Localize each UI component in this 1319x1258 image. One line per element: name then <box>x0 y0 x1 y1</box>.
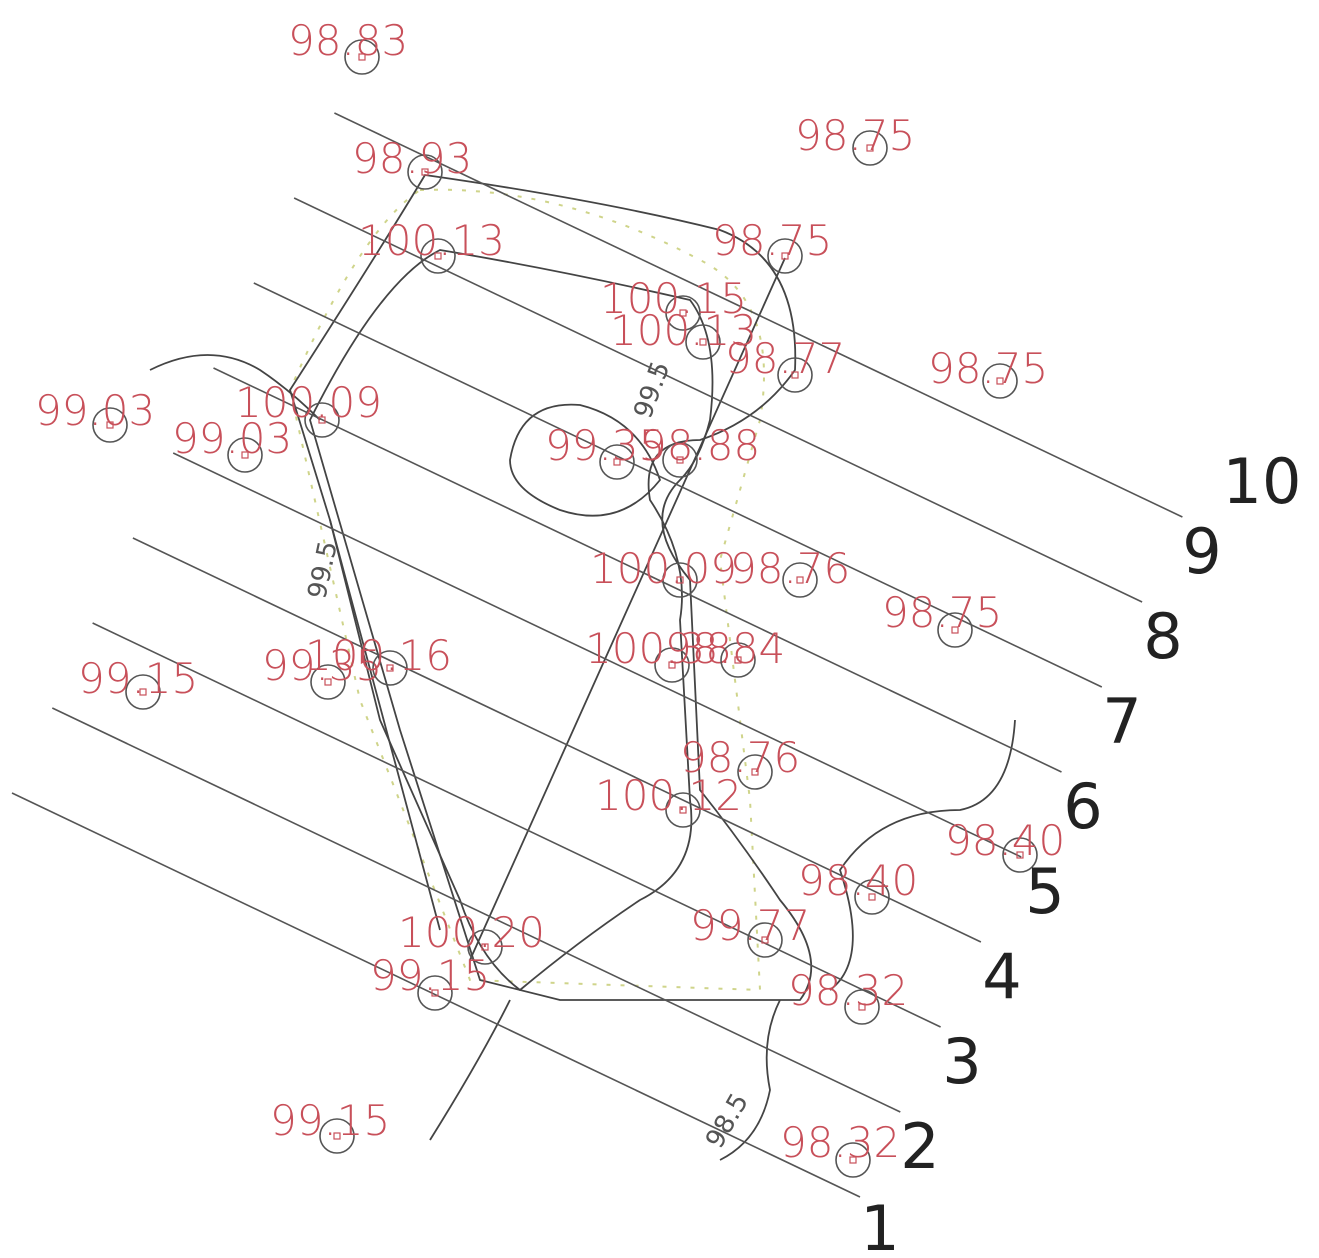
spot-height-label: 98.75 <box>712 216 832 265</box>
section-number: 10 <box>1223 445 1302 518</box>
section-number: 8 <box>1143 600 1182 673</box>
spot-height-label: 98.75 <box>795 111 915 160</box>
spot-height-label: 98.76 <box>730 544 850 593</box>
spot-height-label: 98.84 <box>665 624 785 673</box>
spot-height-label: 98.40 <box>798 856 918 905</box>
spot-height-label: 100.12 <box>595 771 742 820</box>
spot-height-label: 98.75 <box>928 344 1048 393</box>
spot-height-label: 98.83 <box>288 16 408 65</box>
spot-height-label: 99.03 <box>35 386 155 435</box>
spot-height-label: 98.77 <box>725 334 845 383</box>
section-number: 2 <box>900 1110 939 1183</box>
spot-height-label: 100.13 <box>358 216 505 265</box>
spot-height-label: 99.15 <box>270 1096 390 1145</box>
spot-height-label: 99.15 <box>370 951 490 1000</box>
contour-label: 99.5 <box>628 358 676 423</box>
spot-height-label: 99.77 <box>690 901 810 950</box>
spot-height-label: 98.32 <box>788 966 908 1015</box>
contour-label: 99.5 <box>303 539 344 602</box>
spot-height-label: 98.88 <box>640 421 760 470</box>
section-number: 7 <box>1102 685 1141 758</box>
section-number: 5 <box>1025 855 1064 928</box>
spot-height-label: 99.03 <box>172 414 292 463</box>
spot-height-label: 98.93 <box>352 134 472 183</box>
section-number: 3 <box>942 1025 981 1098</box>
spot-height-label: 99.15 <box>78 654 198 703</box>
spot-height-label: 98.32 <box>780 1118 900 1167</box>
survey-map: 98.8398.9398.75100.1398.75100.15100.1398… <box>0 0 1319 1258</box>
spot-height-label: 98.75 <box>882 588 1002 637</box>
section-number: 9 <box>1182 515 1221 588</box>
spot-height-label: 100.09 <box>590 544 737 593</box>
section-number: 4 <box>982 940 1021 1013</box>
spot-height-label: 100.20 <box>398 908 545 957</box>
section-number: 6 <box>1063 770 1102 843</box>
spot-height-label: 100.16 <box>305 631 452 680</box>
contour <box>330 258 785 960</box>
section-number: 1 <box>860 1192 899 1258</box>
